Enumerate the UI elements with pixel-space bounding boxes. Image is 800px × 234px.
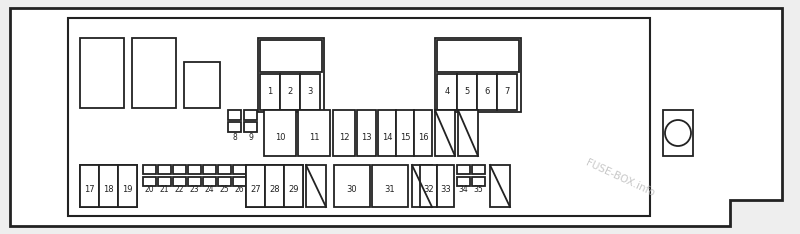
- Bar: [457, 177, 470, 186]
- Text: 15: 15: [400, 132, 410, 142]
- Text: 26: 26: [234, 186, 244, 194]
- Text: 9: 9: [248, 134, 253, 143]
- Text: 16: 16: [418, 132, 428, 142]
- Bar: [300, 74, 320, 110]
- Text: 30: 30: [346, 186, 358, 194]
- Bar: [233, 165, 246, 174]
- Text: 29: 29: [288, 186, 298, 194]
- Bar: [218, 165, 231, 174]
- Bar: [264, 110, 296, 156]
- Text: 25: 25: [220, 186, 230, 194]
- Bar: [457, 74, 477, 110]
- Bar: [258, 38, 324, 112]
- Bar: [280, 74, 300, 110]
- Text: 7: 7: [504, 88, 510, 96]
- Text: 24: 24: [205, 186, 214, 194]
- Bar: [244, 110, 257, 120]
- Bar: [260, 40, 322, 72]
- Bar: [80, 165, 137, 207]
- Bar: [497, 74, 517, 110]
- Text: 2: 2: [287, 88, 293, 96]
- Bar: [306, 165, 326, 207]
- Bar: [396, 110, 414, 156]
- Bar: [118, 165, 137, 207]
- Bar: [184, 62, 220, 108]
- Bar: [173, 165, 186, 174]
- Bar: [246, 165, 265, 207]
- Bar: [357, 110, 376, 156]
- Bar: [414, 110, 432, 156]
- Bar: [265, 165, 284, 207]
- Bar: [68, 18, 650, 216]
- Bar: [80, 165, 99, 207]
- Text: 23: 23: [190, 186, 199, 194]
- Bar: [457, 165, 470, 174]
- Text: 12: 12: [338, 132, 350, 142]
- Text: 8: 8: [232, 134, 237, 143]
- Bar: [132, 38, 176, 108]
- Bar: [437, 74, 457, 110]
- Bar: [80, 38, 124, 108]
- Text: 35: 35: [474, 186, 483, 194]
- Bar: [490, 165, 510, 207]
- Bar: [188, 177, 201, 186]
- Text: 17: 17: [84, 186, 95, 194]
- Text: 10: 10: [274, 132, 286, 142]
- Text: 32: 32: [423, 186, 434, 194]
- Bar: [158, 165, 171, 174]
- Bar: [298, 110, 330, 156]
- Text: 21: 21: [160, 186, 170, 194]
- Text: 28: 28: [269, 186, 280, 194]
- Text: 18: 18: [103, 186, 114, 194]
- Bar: [203, 165, 216, 174]
- Bar: [158, 177, 171, 186]
- Bar: [420, 165, 437, 207]
- Bar: [284, 165, 303, 207]
- Text: FUSE-BOX.info: FUSE-BOX.info: [584, 158, 656, 198]
- Bar: [334, 165, 370, 207]
- Bar: [472, 165, 485, 174]
- Text: 34: 34: [458, 186, 468, 194]
- Text: 11: 11: [309, 132, 319, 142]
- Bar: [412, 165, 432, 207]
- Bar: [228, 110, 241, 120]
- Bar: [228, 122, 241, 132]
- Bar: [333, 110, 355, 156]
- Bar: [218, 177, 231, 186]
- Text: 22: 22: [174, 186, 184, 194]
- Bar: [260, 74, 280, 110]
- Bar: [143, 165, 156, 174]
- Bar: [173, 177, 186, 186]
- Bar: [203, 177, 216, 186]
- Bar: [437, 165, 454, 207]
- Bar: [458, 110, 478, 156]
- Bar: [233, 177, 246, 186]
- Polygon shape: [10, 8, 782, 226]
- Text: 4: 4: [444, 88, 450, 96]
- Bar: [99, 165, 118, 207]
- Text: 14: 14: [382, 132, 392, 142]
- Bar: [188, 165, 201, 174]
- Text: 3: 3: [307, 88, 313, 96]
- Text: 20: 20: [145, 186, 154, 194]
- Text: 5: 5: [464, 88, 470, 96]
- Bar: [372, 165, 408, 207]
- Text: 1: 1: [267, 88, 273, 96]
- Bar: [378, 110, 396, 156]
- Text: 19: 19: [122, 186, 133, 194]
- Text: 33: 33: [440, 186, 451, 194]
- Text: 27: 27: [250, 186, 261, 194]
- Bar: [435, 110, 455, 156]
- Bar: [435, 38, 521, 112]
- Bar: [472, 177, 485, 186]
- Text: 31: 31: [385, 186, 395, 194]
- Bar: [246, 165, 303, 207]
- Bar: [437, 40, 519, 72]
- Text: 6: 6: [484, 88, 490, 96]
- Bar: [477, 74, 497, 110]
- Text: 13: 13: [361, 132, 372, 142]
- Bar: [244, 122, 257, 132]
- Bar: [663, 110, 693, 156]
- Bar: [143, 177, 156, 186]
